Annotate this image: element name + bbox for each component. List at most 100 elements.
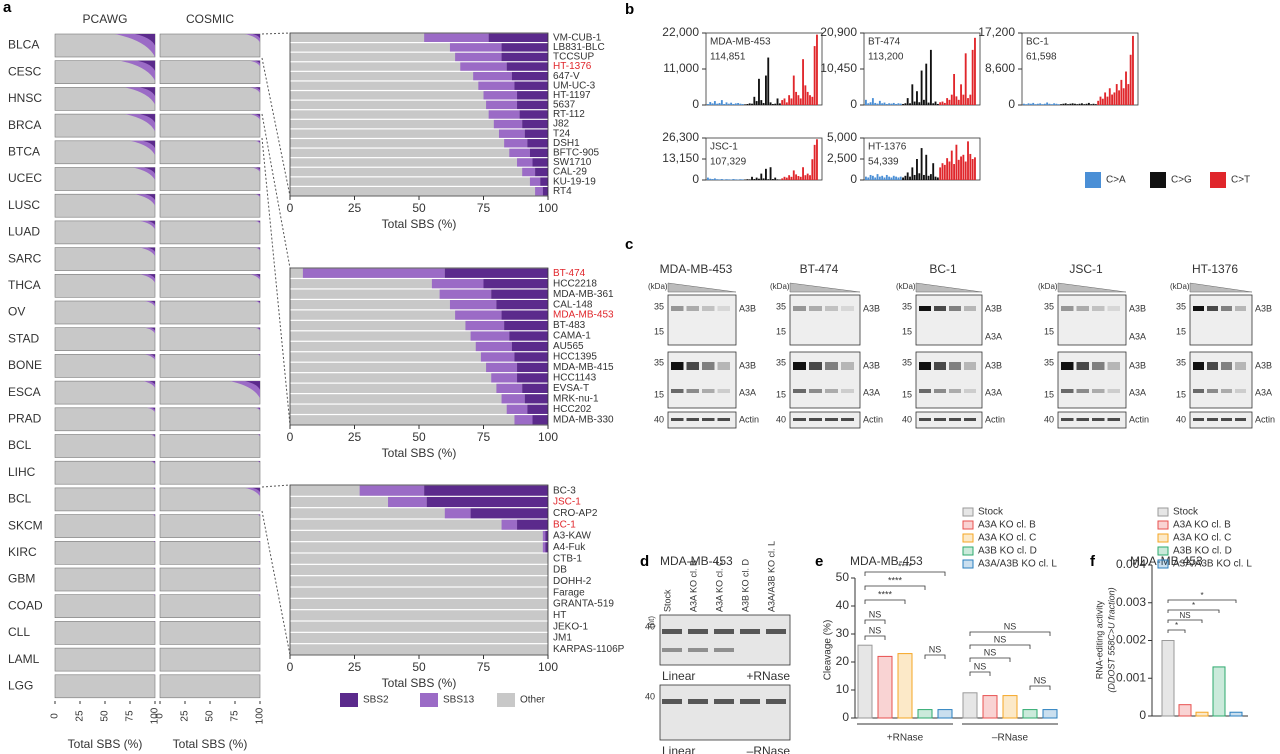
spectrum-bar <box>869 102 872 105</box>
y-axis-label: Cleavage (%) <box>823 620 834 681</box>
band <box>1193 418 1204 421</box>
cell-line-label: HT-1197 <box>553 90 591 101</box>
spectrum-bar <box>748 103 751 105</box>
spectrum-bar <box>925 154 928 180</box>
x-axis-label: Total SBS (%) <box>68 737 143 751</box>
significance-bracket <box>969 631 1051 636</box>
spectrum-bar <box>709 102 712 105</box>
spectrum-bar <box>948 161 951 180</box>
spectrum-bar <box>913 101 916 105</box>
significance-bracket <box>1167 619 1203 623</box>
band <box>919 306 931 311</box>
y-tick-label: 0.002 <box>1116 633 1146 647</box>
apobec-area-core <box>137 60 155 71</box>
bar-track <box>290 564 548 576</box>
band <box>964 362 976 370</box>
blot-panel <box>789 294 861 346</box>
spectrum-bar <box>1036 103 1039 105</box>
gel-band <box>714 648 734 652</box>
apobec-area <box>257 354 260 357</box>
spectrum-name: BC-1 <box>1026 37 1049 48</box>
spectrum-bar <box>923 99 925 105</box>
gel-band <box>688 699 708 704</box>
band <box>934 389 946 393</box>
spectrum-bar <box>1050 104 1053 105</box>
apobec-area-core <box>152 461 155 463</box>
spectrum-bar <box>1081 103 1083 105</box>
apobec-area-core <box>258 461 260 463</box>
spectrum-bar <box>746 179 749 180</box>
band <box>1221 389 1232 393</box>
cell-line-label: AU565 <box>553 341 584 352</box>
legend-swatch <box>1210 172 1226 188</box>
spectrum-bar <box>971 49 974 105</box>
spectrum-bar <box>904 175 907 180</box>
significance-bracket <box>1167 599 1237 603</box>
bar <box>1195 711 1209 717</box>
lane-label: A3A KO cl. B <box>688 560 698 612</box>
spectrum-bar <box>713 178 716 180</box>
band <box>671 306 684 311</box>
significance-label: NS <box>1034 675 1047 685</box>
signature-box <box>159 487 261 512</box>
gel <box>659 614 791 666</box>
apobec-area-core <box>154 541 155 542</box>
spectrum-bar <box>1115 84 1118 105</box>
kda-label: (kDa) <box>896 282 916 291</box>
panel-letter: c <box>625 236 633 253</box>
cell-line-label: EVSA-T <box>553 383 589 394</box>
apobec-area-core <box>257 301 260 303</box>
band <box>1076 362 1089 370</box>
band-label: A3A <box>1129 387 1146 397</box>
bar <box>982 695 998 719</box>
apobec-area <box>250 274 260 281</box>
y-tick-label: 20 <box>836 654 850 668</box>
spectrum-bar <box>713 101 716 105</box>
kda-label: (kDa) <box>1170 282 1190 291</box>
gel-band <box>740 629 760 634</box>
y-tick-label: 13,150 <box>662 151 699 165</box>
band <box>841 306 854 311</box>
cancer-type: BRCA <box>8 118 41 132</box>
spectrum-bar <box>865 176 867 180</box>
spectrum-bar <box>974 37 976 105</box>
signature-box <box>159 327 261 352</box>
band <box>1061 418 1074 421</box>
spectrum-bar <box>941 163 944 180</box>
spectrum-bar <box>790 98 793 105</box>
bar-sbs2 <box>545 530 548 542</box>
spectrum-bar <box>885 103 888 105</box>
apobec-area-core <box>149 381 155 385</box>
y-tick-label: 0 <box>692 172 699 186</box>
spectrum-bar <box>1087 102 1090 105</box>
cell-line-label: MDA-MB-361 <box>553 289 614 300</box>
spectrum-bar <box>939 102 942 105</box>
spectrum-bar <box>1043 103 1046 105</box>
bar-track <box>290 508 548 519</box>
significance-label: NS <box>869 609 882 619</box>
spectrum-bar <box>771 104 774 105</box>
apobec-area <box>255 327 260 331</box>
significance-bracket <box>1029 685 1051 690</box>
bar <box>1002 695 1018 719</box>
significance-bracket <box>969 657 1011 662</box>
spectrum-bar <box>1101 98 1104 105</box>
marker: 35 <box>1176 357 1186 367</box>
spectrum-bar <box>1129 54 1132 105</box>
cancer-type: CESC <box>8 64 42 78</box>
cell-line-label: T24 <box>553 128 571 139</box>
legend-label: A3A/A3B KO cl. L <box>978 559 1057 570</box>
gel <box>659 684 791 741</box>
signature-box <box>54 567 156 592</box>
spectrum-bar <box>771 179 774 180</box>
bar-track <box>290 129 548 138</box>
band <box>702 418 715 421</box>
band <box>949 418 961 421</box>
bar-sbs13 <box>475 341 512 352</box>
bar-track <box>290 587 548 598</box>
marker: 15 <box>902 326 912 336</box>
bar-sbs13 <box>478 81 515 90</box>
band <box>1092 389 1105 393</box>
group-label: +RNase <box>887 733 924 744</box>
spectrum-total: 54,339 <box>868 157 899 168</box>
